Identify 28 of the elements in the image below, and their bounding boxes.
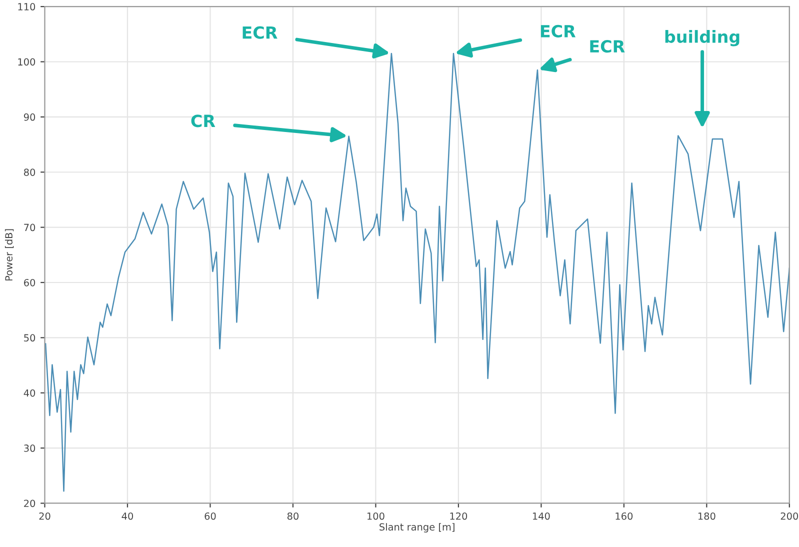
y-tick-label: 50 (24, 334, 36, 342)
annotation: ECR (540, 24, 576, 38)
y-tick-label: 40 (24, 389, 36, 397)
y-tick-label: 60 (24, 278, 36, 286)
y-tick-label: 110 (18, 3, 36, 10)
x-tick-label: 20 (39, 512, 50, 520)
x-tick-label: 120 (450, 512, 468, 520)
x-tick-label: 160 (616, 512, 633, 520)
annotation: building (665, 30, 740, 46)
x-tick-label: 180 (698, 512, 716, 520)
x-tick-label: 100 (367, 512, 384, 520)
y-axis-title: Power [dB] (4, 229, 14, 280)
y-tick-label: 70 (24, 224, 36, 232)
x-tick-label: 60 (204, 512, 216, 520)
annotation: ECR (590, 40, 625, 53)
annotation: ECR (242, 26, 278, 39)
y-tick-label: 100 (18, 58, 36, 66)
y-tick-label: 30 (24, 444, 36, 452)
x-axis-title: Slant range [m] (380, 523, 454, 532)
y-tick-label: 90 (24, 113, 36, 121)
x-tick-label: 40 (122, 512, 134, 520)
annotation: CR (191, 114, 216, 128)
line-series (44, 52, 790, 492)
y-tick-label: 80 (24, 168, 36, 176)
x-tick-label: 200 (780, 512, 798, 520)
x-tick-label: 80 (287, 512, 299, 520)
y-tick-label: 20 (24, 500, 36, 508)
x-tick-label: 140 (532, 512, 550, 520)
